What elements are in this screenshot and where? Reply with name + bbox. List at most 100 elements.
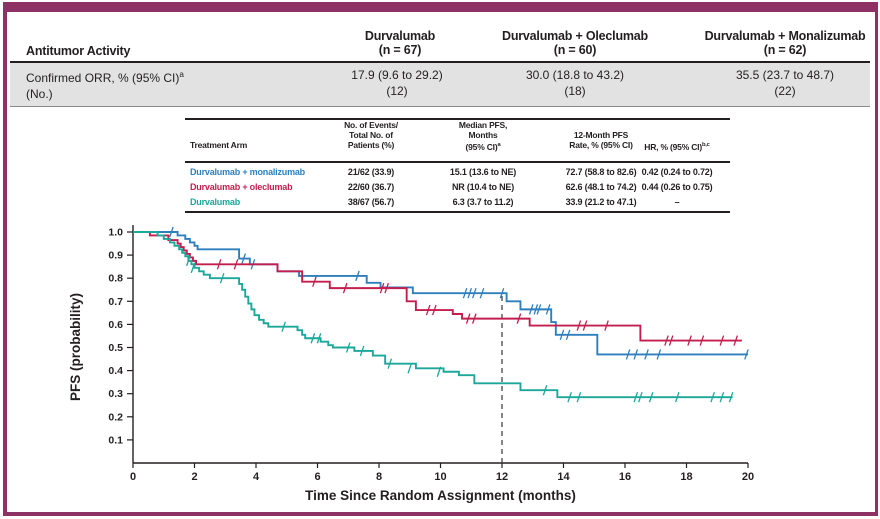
pfs-table-bottom-rule	[185, 211, 730, 213]
x-tick-label: 2	[191, 471, 197, 483]
y-tick-label: 0.9	[108, 250, 123, 262]
censor-tick-2	[190, 262, 196, 274]
pfs-row-arm: Durvalumab	[190, 197, 241, 207]
censor-tick-0	[472, 288, 477, 299]
arm-n: (n = 62)	[763, 43, 807, 57]
censor-tick-2	[576, 391, 582, 403]
censor-tick-0	[559, 329, 565, 341]
y-axis-title: PFS (probability)	[68, 293, 83, 401]
y-tick-label: 0.1	[108, 434, 123, 446]
pfs-row-median: NR (10.4 to NE)	[451, 182, 514, 192]
km-curve-2	[133, 231, 733, 399]
x-tick-label: 18	[680, 471, 692, 483]
censor-tick-2	[710, 391, 715, 403]
censor-tick-1	[664, 335, 669, 346]
orr-column-header-monalizumab: Durvalumab + Monalizumab (n = 62)	[695, 29, 875, 57]
x-tick-label: 14	[557, 471, 570, 483]
x-tick-label: 4	[253, 471, 260, 483]
censor-tick-2	[281, 321, 286, 332]
pfs-table-top-rule	[185, 118, 730, 120]
orr-value-monalizumab: 35.5 (23.7 to 48.7) (22)	[735, 68, 835, 98]
y-tick-label: 1.0	[108, 227, 123, 239]
pfs-row-events: 22/60 (36.7)	[347, 182, 395, 192]
censor-tick-1	[719, 335, 725, 346]
pfs-row-hr: 0.44 (0.26 to 0.75)	[641, 182, 713, 192]
censor-tick-1	[216, 259, 222, 270]
censor-tick-0	[656, 349, 662, 360]
footnote-sup-bc: b,c	[701, 142, 710, 148]
censor-tick-2	[359, 345, 365, 357]
censor-tick-1	[384, 282, 390, 294]
y-tick-label: 0.4	[108, 365, 123, 377]
orr-value-durvalumab: 17.9 (9.6 to 29.2) (12)	[351, 68, 443, 98]
orr-column-header-durvalumab: Durvalumab (n = 67)	[313, 29, 487, 57]
orr-row-background	[10, 63, 870, 107]
censor-tick-0	[545, 304, 551, 315]
orr-row-label: Confirmed ORR, % (95% CI)a (No.)	[26, 67, 184, 102]
arm-name: Durvalumab	[364, 29, 436, 43]
censor-tick-1	[576, 320, 582, 331]
y-tick-label: 0.3	[108, 388, 123, 400]
pfs-row-median: 15.1 (13.6 to NE)	[449, 167, 517, 177]
censor-tick-0	[744, 349, 749, 360]
censor-tick-1	[432, 304, 437, 316]
censor-tick-2	[186, 255, 191, 267]
censor-tick-2	[316, 333, 322, 344]
censor-tick-2	[407, 363, 413, 374]
y-tick-label: 0.5	[108, 342, 123, 354]
pfs-row-events: 21/62 (33.9)	[347, 167, 395, 177]
orr-label-line2: (No.)	[26, 87, 53, 101]
orr-value-oleclumab: 30.0 (18.8 to 43.2) (18)	[525, 68, 625, 98]
censor-tick-2	[542, 385, 548, 396]
censor-tick-1	[582, 320, 588, 331]
pfs-row-events: 38/67 (56.7)	[347, 197, 395, 207]
censor-tick-2	[345, 342, 351, 353]
y-tick-label: 0.7	[108, 296, 123, 308]
arm-name: Durvalumab + Monalizumab	[704, 29, 866, 43]
censor-tick-0	[355, 270, 360, 282]
censor-tick-0	[467, 288, 473, 299]
censor-tick-2	[728, 391, 734, 403]
x-tick-label: 6	[314, 471, 320, 483]
pfs-row-hr: 0.42 (0.24 to 0.72)	[641, 167, 713, 177]
orr-header-rule	[10, 61, 870, 63]
pfs-header-hr: HR, % (95% CI)b,c	[644, 141, 710, 152]
censor-tick-2	[387, 358, 393, 369]
censor-tick-1	[379, 282, 385, 294]
censor-tick-0	[462, 288, 468, 299]
arm-n: (n = 60)	[553, 43, 597, 57]
censor-tick-1	[342, 282, 348, 294]
pfs-table-mid-rule	[185, 161, 730, 163]
censor-tick-1	[604, 320, 609, 331]
x-tick-label: 8	[376, 471, 382, 483]
footnote-sup-a: a	[497, 142, 501, 148]
censor-tick-2	[719, 391, 725, 403]
censor-tick-1	[233, 259, 239, 270]
censor-tick-1	[699, 335, 705, 346]
x-tick-label: 12	[496, 471, 508, 483]
censor-tick-2	[648, 391, 654, 403]
arm-name: Durvalumab + Oleclumab	[502, 29, 648, 43]
pfs-row-arm: Durvalumab + monalizumab	[190, 167, 305, 177]
censor-tick-1	[668, 335, 674, 346]
x-tick-label: 10	[434, 471, 446, 483]
censor-tick-2	[436, 366, 442, 377]
censor-tick-0	[625, 349, 631, 360]
censor-tick-1	[465, 313, 471, 324]
censor-tick-2	[310, 333, 316, 344]
orr-column-header-oleclumab: Durvalumab + Oleclumab (n = 60)	[488, 29, 662, 57]
pfs-header-events: No. of Events/ Total No. of Patients (%)	[344, 120, 398, 150]
censor-tick-1	[312, 276, 317, 287]
footnote-sup-a: a	[179, 70, 184, 79]
orr-table-title: Antitumor Activity	[26, 44, 131, 58]
pfs-row-hr: –	[674, 197, 680, 207]
y-tick-label: 0.2	[108, 411, 123, 423]
censor-tick-0	[644, 349, 649, 360]
pfs-row-rate12: 33.9 (21.2 to 47.1)	[565, 197, 637, 207]
censor-tick-1	[472, 313, 477, 324]
pfs-header-treatment-arm: Treatment Arm	[190, 140, 248, 150]
pfs-row-arm: Durvalumab + oleclumab	[190, 182, 293, 192]
pfs-row-median: 6.3 (3.7 to 11.2)	[452, 197, 514, 207]
x-tick-label: 16	[619, 471, 631, 483]
